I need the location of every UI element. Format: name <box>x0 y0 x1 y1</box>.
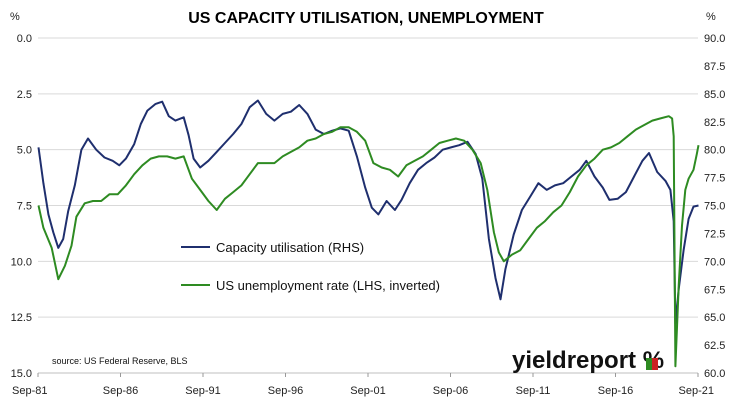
x-tick-label: Sep-06 <box>433 385 468 397</box>
right-axis-ticks: 60.0 62.5 65.0 67.5 70.0 72.5 75.0 77.5 80.0 82.5… <box>704 33 725 380</box>
right-tick-label: 85.0 <box>704 89 725 101</box>
logo-flag-red <box>652 358 658 370</box>
logo-flag-green <box>646 358 652 370</box>
left-tick-label: 2.5 <box>17 89 32 101</box>
right-tick-label: 67.5 <box>704 284 725 296</box>
right-tick-label: 82.5 <box>704 117 725 129</box>
legend-label-unemployment: US unemployment rate (LHS, inverted) <box>216 278 440 293</box>
x-tick-label: Sep-21 <box>679 385 714 397</box>
yieldreport-logo: yieldreport % <box>512 347 664 374</box>
source-note: source: US Federal Reserve, BLS <box>52 356 188 366</box>
gridlines <box>38 37 698 374</box>
x-tick-label: Sep-86 <box>103 385 138 397</box>
x-tick-label: Sep-11 <box>516 385 551 397</box>
chart-title: US CAPACITY UTILISATION, UNEMPLOYMENT <box>188 10 544 27</box>
right-tick-label: 72.5 <box>704 228 725 240</box>
left-tick-label: 0.0 <box>17 33 32 45</box>
left-axis-ticks: 0.0 2.5 5.0 7.5 10.0 12.5 15.0 <box>11 33 32 380</box>
right-tick-label: 87.5 <box>704 61 725 73</box>
right-tick-label: 60.0 <box>704 368 725 380</box>
x-tick-label: Sep-96 <box>268 385 303 397</box>
left-tick-label: 12.5 <box>11 312 32 324</box>
right-tick-label: 77.5 <box>704 173 725 185</box>
left-tick-label: 15.0 <box>11 368 32 380</box>
x-tick-label: Sep-01 <box>350 385 385 397</box>
right-tick-label: 90.0 <box>704 33 725 45</box>
left-axis-unit: % <box>10 11 20 23</box>
right-tick-label: 75.0 <box>704 201 725 213</box>
series-line-capacity-utilisation <box>37 99 699 325</box>
left-tick-label: 10.0 <box>11 256 32 268</box>
right-tick-label: 65.0 <box>704 312 725 324</box>
right-tick-label: 62.5 <box>704 340 725 352</box>
x-tick-label: Sep-91 <box>185 385 220 397</box>
legend-label-capacity: Capacity utilisation (RHS) <box>216 240 364 255</box>
left-tick-label: 5.0 <box>17 145 32 157</box>
x-tick-label: Sep-81 <box>12 385 47 397</box>
x-tick-label: Sep-16 <box>598 385 633 397</box>
right-axis-unit: % <box>706 11 716 23</box>
left-tick-label: 7.5 <box>17 201 32 213</box>
legend: Capacity utilisation (RHS) US unemployme… <box>181 240 440 293</box>
right-tick-label: 70.0 <box>704 256 725 268</box>
right-tick-label: 80.0 <box>704 145 725 157</box>
series-line-unemployment-rate <box>37 115 700 368</box>
logo-wordmark: yieldreport % <box>512 347 664 374</box>
x-axis-ticks: Sep-81 Sep-86 Sep-91 Sep-96 Sep-01 Sep-06 Sep-… <box>12 373 714 397</box>
series-layer <box>37 99 700 368</box>
